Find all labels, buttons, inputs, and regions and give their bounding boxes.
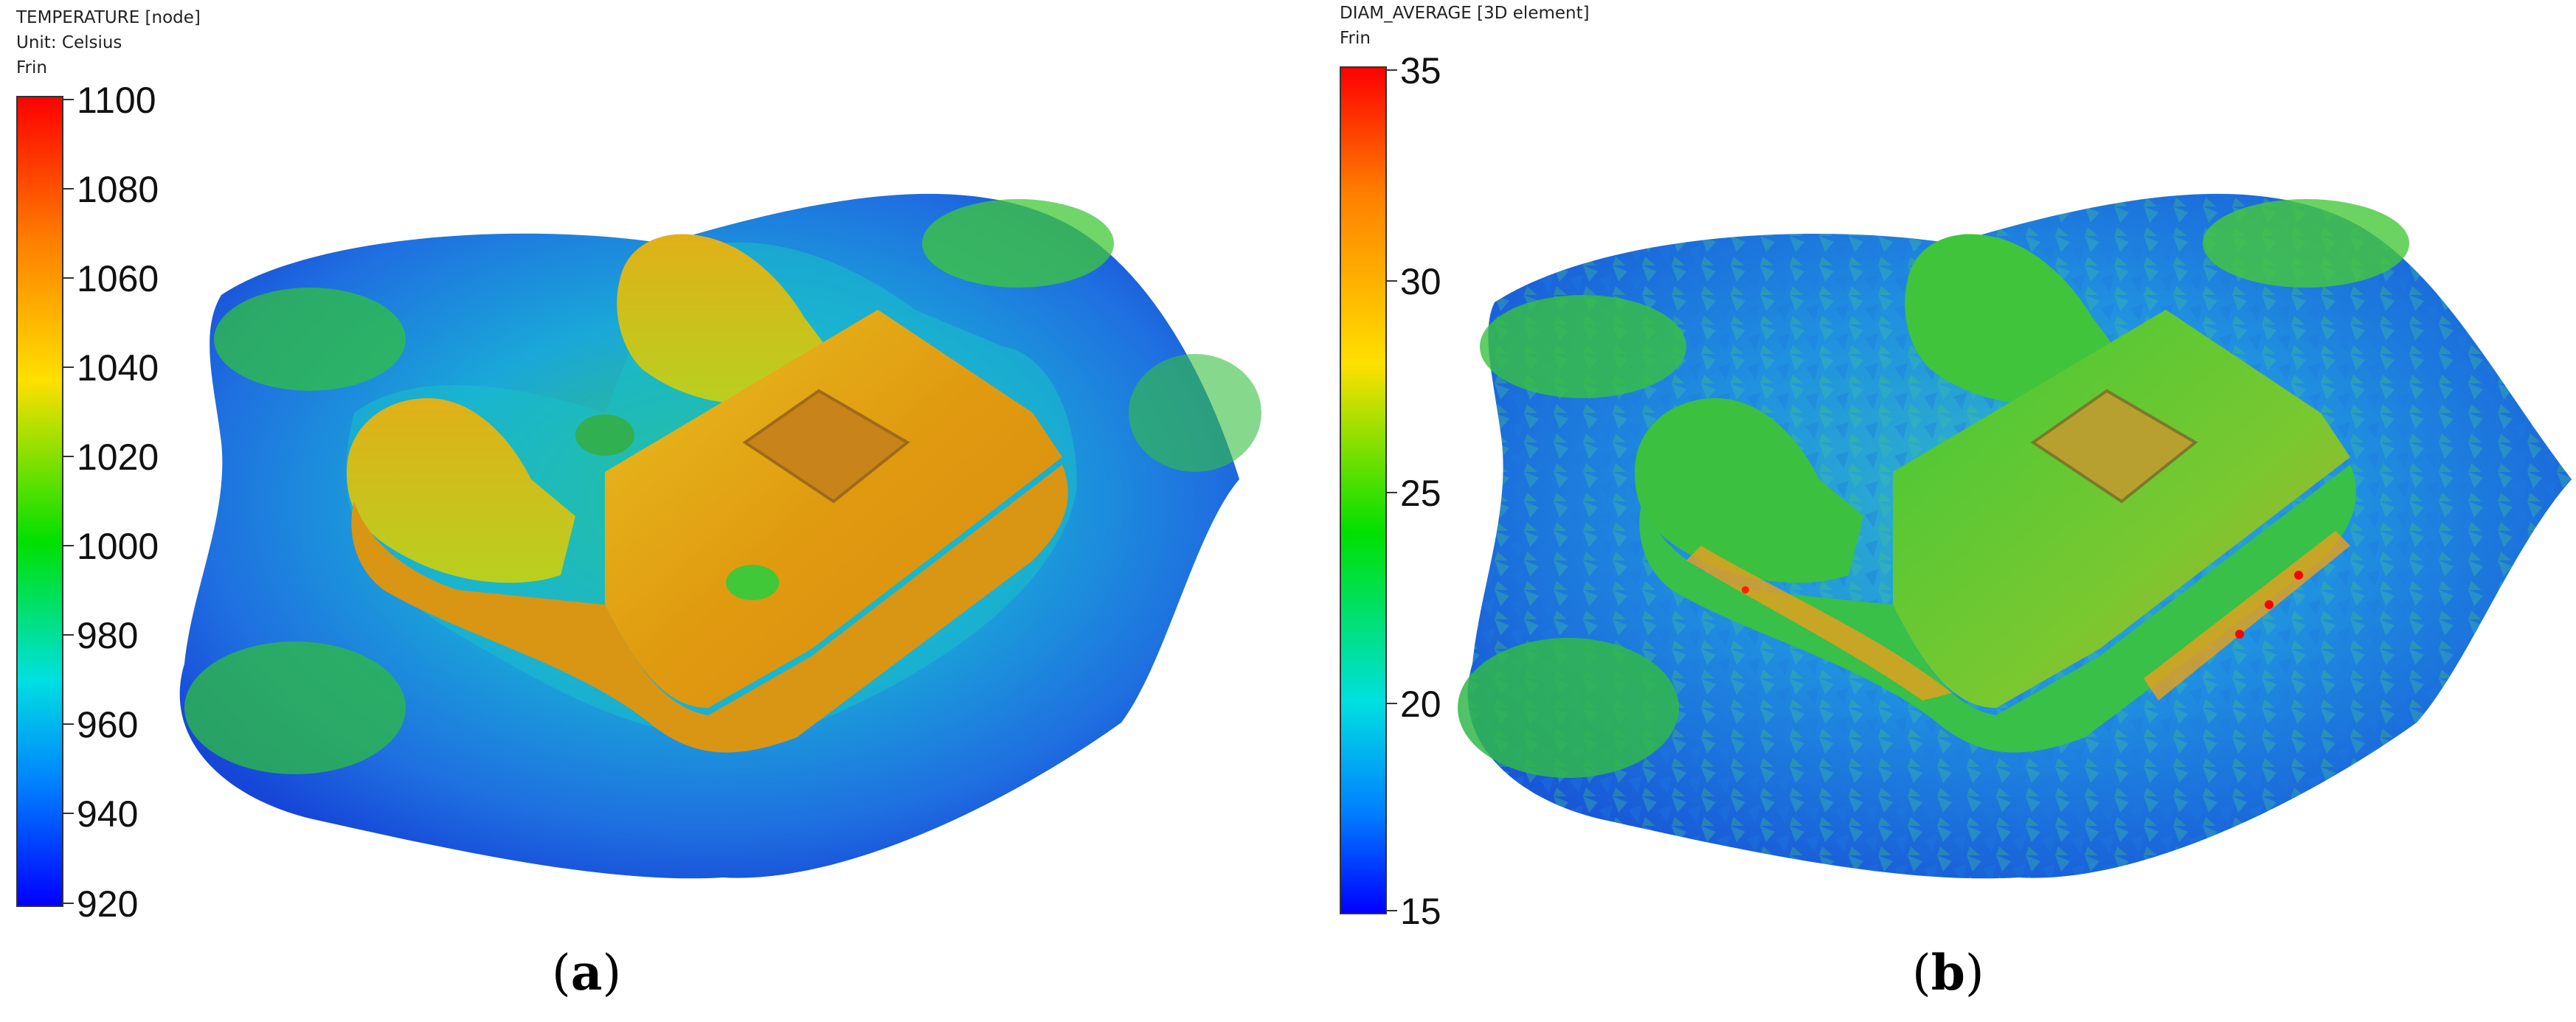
- left-boss: [347, 398, 575, 583]
- tick-label: 1060: [77, 258, 159, 299]
- tick-label: 1040: [77, 347, 159, 389]
- corner-zone: [922, 199, 1114, 288]
- tick-mark: [1387, 69, 1397, 71]
- legend-part: Frin: [16, 58, 47, 77]
- caption-paren: ): [602, 945, 622, 1001]
- corner-zone: [184, 642, 406, 774]
- tick-label: 15: [1400, 891, 1441, 932]
- tick-label: 20: [1400, 684, 1441, 725]
- corner-zone: [1480, 295, 1686, 398]
- hot-band: [1686, 546, 1952, 701]
- main-block: [1893, 310, 2350, 708]
- tick-mark: [63, 456, 74, 457]
- legend-unit: Unit: Celsius: [16, 33, 122, 52]
- corner-zone: [1129, 354, 1261, 472]
- temperature-mesh-render: [179, 193, 1261, 879]
- main-block: [605, 310, 1062, 708]
- tick-mark: [63, 366, 74, 368]
- tick-label: 1100: [77, 80, 156, 121]
- rear-boss: [617, 234, 826, 404]
- tick-mark: [63, 634, 74, 636]
- tick-label: 960: [77, 704, 139, 745]
- rear-boss: [1905, 234, 2114, 404]
- left-boss: [1635, 398, 1863, 583]
- legend-title: TEMPERATURE [node]: [16, 8, 201, 27]
- tick-label: 1000: [77, 526, 159, 567]
- peak-spot: [1742, 586, 1749, 594]
- tick-mark: [63, 723, 74, 725]
- corner-zone: [214, 288, 406, 391]
- diameter-mesh-render: [1458, 193, 2572, 879]
- peak-spot: [2235, 630, 2244, 639]
- tick-label: 30: [1400, 261, 1441, 302]
- panel-a: TEMPERATURE [node] Unit: Celsius Frin 11…: [16, 8, 1261, 1001]
- peak-spot: [2294, 571, 2303, 580]
- hole-spot: [575, 414, 634, 456]
- corner-zone: [2203, 199, 2409, 288]
- panel-b: DIAM_AVERAGE [3D element] Frin 35 30 25 …: [1288, 0, 2576, 1022]
- colorbar-temperature: [16, 96, 63, 907]
- tick-mark: [63, 188, 74, 190]
- tick-label: 25: [1400, 473, 1441, 514]
- corner-spot: [726, 565, 779, 600]
- tick-mark: [63, 277, 74, 279]
- caption-a: (a): [552, 944, 621, 1001]
- legend-part: Frin: [1340, 29, 1371, 48]
- tick-mark: [1387, 910, 1397, 911]
- tick-label: 940: [77, 793, 139, 835]
- tick-label: 1020: [77, 437, 159, 478]
- tick-mark: [63, 99, 74, 100]
- peak-spot: [2265, 600, 2274, 609]
- tick-label: 980: [77, 615, 139, 656]
- tick-mark: [63, 813, 74, 814]
- pocket: [742, 389, 910, 504]
- caption-paren: (: [552, 945, 571, 1001]
- tick-label: 920: [77, 883, 139, 925]
- tick-label: 1080: [77, 169, 159, 210]
- pocket: [2030, 389, 2198, 504]
- caption-letter: a: [570, 944, 603, 1001]
- tick-mark: [1387, 280, 1397, 282]
- front-face: [351, 465, 1068, 753]
- tick-mark: [1387, 492, 1397, 493]
- tick-mark: [63, 545, 74, 546]
- legend-title: DIAM_AVERAGE [3D element]: [1340, 4, 1590, 23]
- caption-paren: (: [1912, 945, 1931, 1001]
- caption-paren: ): [1964, 945, 1984, 1001]
- caption-b: (b): [1912, 944, 1984, 1001]
- tick-label: 35: [1400, 50, 1441, 91]
- corner-zone: [1458, 638, 1679, 778]
- caption-letter: b: [1931, 944, 1965, 1001]
- tick-mark: [63, 903, 74, 904]
- colorbar-diameter: [1340, 66, 1387, 914]
- tick-mark: [1387, 703, 1397, 704]
